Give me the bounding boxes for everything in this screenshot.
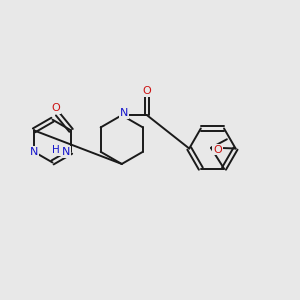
Text: O: O [52,103,61,113]
Text: O: O [213,145,222,154]
Text: N: N [61,147,70,157]
Text: H: H [52,145,60,155]
Text: O: O [143,86,152,96]
Text: N: N [120,108,128,118]
Text: N: N [30,147,38,157]
